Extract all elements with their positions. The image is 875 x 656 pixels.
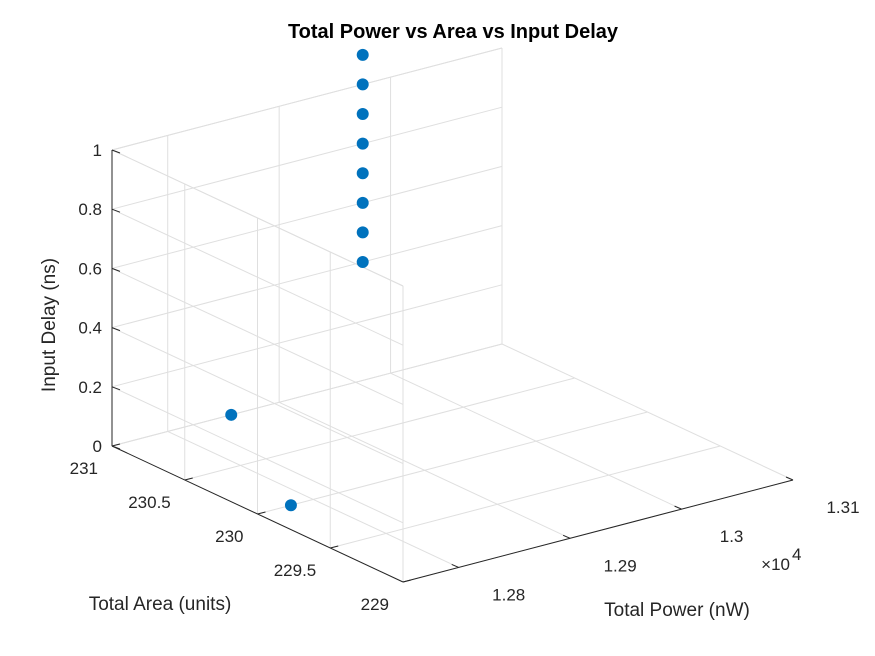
z-tick-mark	[111, 327, 121, 332]
z-tick-mark	[111, 208, 121, 213]
grid-line-floor-y	[330, 445, 721, 549]
grid-line-sidewall-z	[111, 386, 404, 524]
z-tick-label: 0	[93, 437, 102, 456]
data-point	[356, 108, 369, 121]
box-edge	[111, 149, 404, 287]
data-point	[356, 256, 369, 269]
z-tick-label: 0.8	[78, 200, 102, 219]
grid-line-backwall-z	[111, 106, 503, 210]
x-axis-line	[402, 479, 794, 583]
y-axis-label: Total Area (units)	[89, 594, 232, 615]
x-tick-mark	[785, 476, 794, 481]
chart-title: Total Power vs Area vs Input Delay	[288, 21, 619, 43]
grid-line-sidewall-z	[111, 327, 404, 465]
y-tick-mark	[330, 545, 339, 549]
grid-line-backwall-z	[111, 165, 503, 269]
z-tick-label: 0.6	[78, 259, 102, 278]
box-edge	[111, 47, 503, 151]
grid-line-backwall-z	[111, 225, 503, 329]
data-point	[356, 196, 369, 209]
x-tick-label: 1.28	[492, 585, 525, 604]
z-tick-label: 0.4	[78, 319, 102, 338]
x-tick-label: 1.31	[826, 498, 859, 517]
grid-line-sidewall-z	[111, 267, 404, 405]
data-point	[356, 48, 369, 61]
x-multiplier-exponent: 4	[792, 545, 801, 564]
data-point	[225, 408, 238, 421]
x-tick-mark	[674, 505, 682, 510]
y-tick-label: 230	[215, 527, 243, 546]
z-tick-label: 0.2	[78, 378, 102, 397]
y-tick-mark	[402, 579, 412, 583]
x-tick-label: 1.3	[720, 527, 744, 546]
y-tick-label: 230.5	[128, 493, 171, 512]
data-point	[356, 226, 369, 239]
z-axis-label: Input Delay (ns)	[39, 258, 60, 392]
data-point	[356, 78, 369, 91]
x-tick-mark	[451, 563, 459, 568]
z-tick-mark	[111, 386, 121, 391]
x-multiplier-label: ×10	[761, 555, 790, 574]
y-tick-label: 229	[361, 595, 389, 614]
z-tick-mark	[111, 149, 121, 154]
tick-marks	[111, 149, 794, 583]
grid-line-backwall-z	[111, 343, 503, 447]
tick-labels: 1.28 1.29 1.3 1.31 229 229.5 230 230.5 231 0 0.2 0.…	[70, 141, 860, 614]
data-points	[225, 48, 369, 512]
x-tick-mark	[562, 534, 571, 539]
data-point	[356, 167, 369, 180]
y-tick-mark	[184, 477, 193, 481]
z-tick-label: 1	[93, 141, 102, 160]
axis-lines	[111, 150, 794, 583]
z-tick-mark	[111, 267, 121, 272]
grid-line-floor-y	[184, 377, 575, 481]
y-tick-mark	[257, 511, 266, 515]
z-tick-mark	[111, 445, 121, 450]
data-point	[284, 499, 297, 512]
x-axis-label: Total Power (nW)	[604, 600, 750, 621]
x-tick-label: 1.29	[604, 556, 637, 575]
grid-lines	[111, 47, 794, 583]
data-point	[356, 137, 369, 150]
y-tick-label: 229.5	[274, 561, 317, 580]
grid-line-floor-y	[257, 411, 648, 515]
y-tick-label: 231	[70, 459, 98, 478]
grid-line-sidewall-z	[111, 208, 404, 346]
grid-line-backwall-z	[111, 284, 503, 388]
y-tick-mark	[111, 443, 121, 447]
